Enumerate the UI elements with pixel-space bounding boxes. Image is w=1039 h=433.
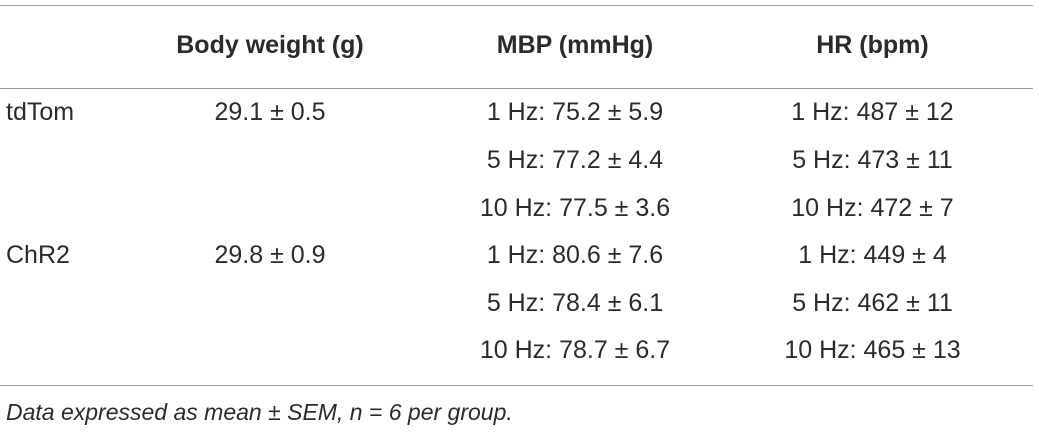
- hr-chr2-1hz: 1 Hz: 449 ± 4: [798, 241, 947, 269]
- hr-chr2-10hz: 10 Hz: 465 ± 13: [784, 336, 961, 364]
- header-rule: [0, 88, 1033, 89]
- body-weight-tdtom: 29.1 ± 0.5: [214, 98, 326, 126]
- hr-tdtom-10hz: 10 Hz: 472 ± 7: [791, 194, 954, 222]
- header-hr: HR (bpm): [816, 31, 929, 59]
- mbp-chr2-10hz: 10 Hz: 78.7 ± 6.7: [479, 336, 671, 364]
- mbp-tdtom-10hz: 10 Hz: 77.5 ± 3.6: [479, 194, 671, 222]
- hr-chr2-5hz: 5 Hz: 462 ± 11: [792, 289, 953, 317]
- group-label-tdtom: tdTom: [6, 98, 75, 126]
- group-label-chr2: ChR2: [6, 241, 70, 269]
- table-footnote: Data expressed as mean ± SEM, n = 6 per …: [6, 399, 513, 425]
- mbp-chr2-5hz: 5 Hz: 78.4 ± 6.1: [486, 289, 664, 317]
- hr-tdtom-5hz: 5 Hz: 473 ± 11: [792, 146, 953, 174]
- mbp-tdtom-5hz: 5 Hz: 77.2 ± 4.4: [486, 146, 664, 174]
- header-body-weight: Body weight (g): [176, 31, 364, 59]
- hr-tdtom-1hz: 1 Hz: 487 ± 12: [791, 98, 954, 126]
- body-weight-chr2: 29.8 ± 0.9: [214, 241, 326, 269]
- bottom-rule: [0, 385, 1033, 386]
- header-mbp: MBP (mmHg): [496, 31, 654, 59]
- top-rule: [0, 5, 1033, 6]
- mbp-tdtom-1hz: 1 Hz: 75.2 ± 5.9: [486, 98, 664, 126]
- mbp-chr2-1hz: 1 Hz: 80.6 ± 7.6: [486, 241, 664, 269]
